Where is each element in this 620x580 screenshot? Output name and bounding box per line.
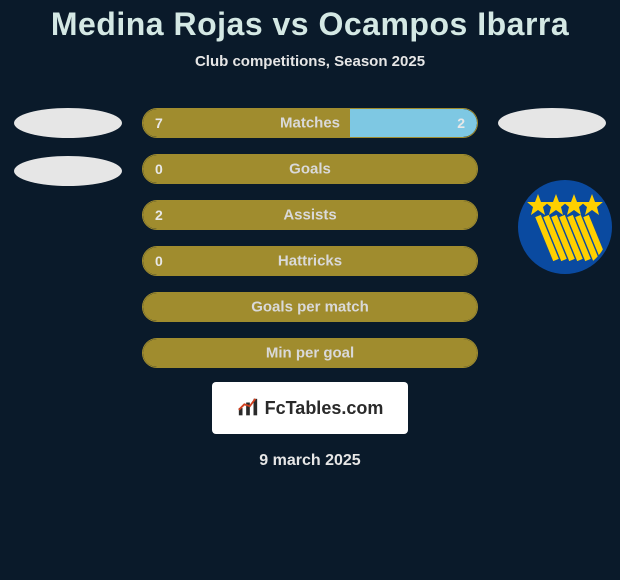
chart-icon (237, 397, 259, 419)
bar-value-left: 2 (155, 207, 163, 223)
bar-label: Goals (289, 161, 331, 178)
stat-bar: Assists 2 (142, 200, 478, 230)
subtitle: Club competitions, Season 2025 (195, 53, 425, 70)
club-badge (518, 180, 612, 274)
bar-label: Hattricks (278, 253, 342, 270)
bar-label: Min per goal (266, 345, 354, 362)
stat-bar: Hattricks 0 (142, 246, 478, 276)
bar-label: Assists (283, 207, 336, 224)
bar-value-right: 2 (457, 115, 465, 131)
right-player-col (492, 108, 612, 156)
stat-bar: Goals 0 (142, 154, 478, 184)
bar-label: Goals per match (251, 299, 369, 316)
content-root: Medina Rojas vs Ocampos Ibarra Club comp… (0, 0, 620, 580)
bar-value-left: 7 (155, 115, 163, 131)
player-oval (14, 156, 122, 186)
stat-bar: Goals per match (142, 292, 478, 322)
fctables-watermark: FcTables.com (212, 382, 408, 434)
stat-bar: Matches 7 2 (142, 108, 478, 138)
fctables-label: FcTables.com (265, 398, 384, 419)
stat-bar: Min per goal (142, 338, 478, 368)
bar-value-left: 0 (155, 253, 163, 269)
player-oval (498, 108, 606, 138)
bar-value-left: 0 (155, 161, 163, 177)
date-label: 9 march 2025 (259, 452, 360, 470)
page-title: Medina Rojas vs Ocampos Ibarra (51, 6, 569, 43)
player-oval (14, 108, 122, 138)
left-player-col (8, 108, 128, 204)
bar-label: Matches (280, 115, 340, 132)
stat-bars: Matches 7 2 Goals 0 Assists 2 Hattricks 0 Goals p… (142, 108, 478, 368)
